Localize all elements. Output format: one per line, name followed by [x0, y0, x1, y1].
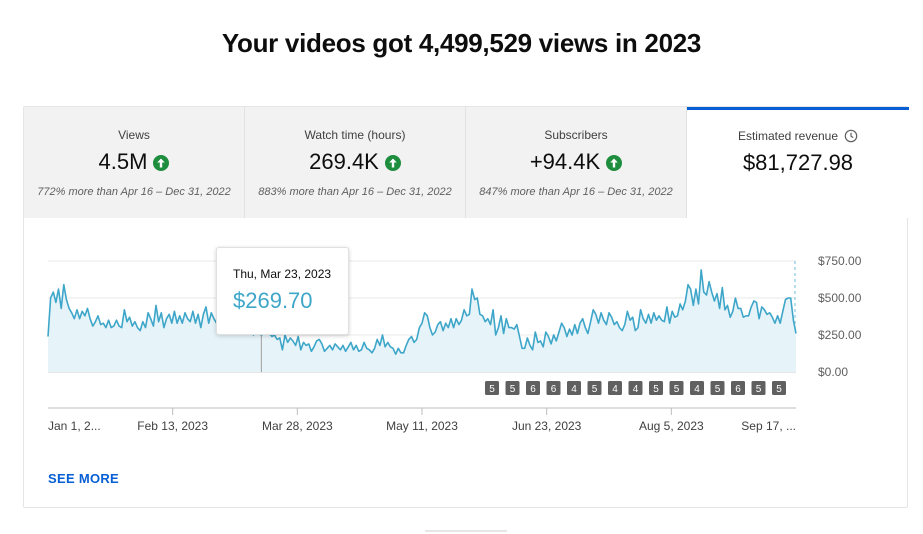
- milestone-marker: [690, 381, 704, 395]
- milestone-marker: [751, 381, 766, 395]
- milestone-marker-label: 5: [776, 384, 782, 395]
- milestone-marker: [669, 381, 684, 395]
- y-tick-label: $500.00: [818, 291, 862, 305]
- tooltip-value: $269.70: [233, 288, 313, 313]
- milestone-marker: [567, 381, 581, 395]
- page-title: Your videos got 4,499,529 views in 2023: [221, 28, 702, 58]
- milestone-marker-label: 5: [756, 384, 762, 395]
- milestone-marker: [772, 381, 786, 395]
- milestone-marker: [649, 381, 663, 395]
- clock-icon[interactable]: [844, 129, 858, 146]
- milestone-marker-label: 4: [694, 384, 700, 395]
- milestone-marker-label: 5: [489, 384, 495, 395]
- tab-label: Views: [118, 128, 150, 142]
- tab-watch-time[interactable]: Watch time (hours) 269.4K 883% more than…: [245, 107, 466, 218]
- y-tick-label: $250.00: [818, 328, 862, 342]
- milestone-marker-label: 4: [571, 384, 577, 395]
- milestone-marker-label: 5: [715, 384, 721, 395]
- milestone-marker-label: 5: [510, 384, 516, 395]
- revenue-chart[interactable]: $750.00 $500.00 $250.00 $0.00 5 5 6 6 4 5 4 4 5 5 4 5 6 5…: [24, 219, 909, 459]
- milestone-marker-label: 4: [612, 384, 618, 395]
- tab-comparison: 847% more than Apr 16 – Dec 31, 2022: [479, 186, 673, 198]
- x-tick-label: Sep 17, ...: [741, 419, 796, 433]
- tab-value: $81,727.98: [742, 150, 854, 175]
- tab-comparison: 883% more than Apr 16 – Dec 31, 2022: [258, 186, 452, 198]
- tab-label: Subscribers: [544, 128, 608, 142]
- milestone-marker: [546, 381, 561, 395]
- arrow-up-icon: [153, 155, 170, 171]
- milestone-marker: [485, 381, 499, 395]
- series-area: [48, 269, 796, 372]
- tab-label-text: Estimated revenue: [737, 129, 839, 143]
- milestone-marker: [731, 381, 745, 395]
- tab-views[interactable]: Views 4.5M 772% more than Apr 16 – Dec 3…: [24, 107, 245, 218]
- arrow-up-icon: [606, 155, 623, 171]
- milestone-marker-label: 6: [735, 384, 741, 395]
- x-tick-label: Jan 1, 2...: [48, 419, 101, 433]
- tab-value-row: +94.4K: [466, 149, 686, 175]
- tab-value: +94.4K: [529, 149, 601, 174]
- milestone-marker-label: 6: [530, 384, 536, 395]
- tooltip-date: Thu, Mar 23, 2023: [233, 267, 332, 281]
- arrow-up-icon: [384, 155, 401, 171]
- milestone-marker-label: 5: [592, 384, 598, 395]
- milestone-marker: [608, 381, 622, 395]
- milestone-marker-label: 5: [653, 384, 659, 395]
- series-line: [47, 269, 797, 355]
- analytics-card: Views 4.5M 772% more than Apr 16 – Dec 3…: [23, 106, 909, 508]
- milestone-marker: [587, 381, 602, 395]
- chart-tooltip: Thu, Mar 23, 2023 $269.70: [216, 247, 349, 335]
- x-tick-label: Jun 23, 2023: [512, 419, 582, 433]
- tab-comparison: 772% more than Apr 16 – Dec 31, 2022: [37, 186, 231, 198]
- milestone-marker: [526, 381, 540, 395]
- y-tick-label: $0.00: [818, 365, 848, 379]
- tab-value: 4.5M: [98, 149, 148, 174]
- milestone-marker-label: 6: [551, 384, 557, 395]
- tab-value: 269.4K: [309, 149, 379, 174]
- milestone-marker: [710, 381, 725, 395]
- x-tick-label: May 11, 2023: [386, 419, 458, 433]
- tab-value-row: $81,727.98: [687, 150, 909, 176]
- tab-label: Estimated revenue: [687, 129, 909, 146]
- tab-value-row: 4.5M: [24, 149, 244, 175]
- tab-estimated-revenue[interactable]: Estimated revenue $81,727.98: [687, 107, 909, 218]
- milestone-marker-label: 5: [674, 384, 680, 395]
- milestone-marker: [505, 381, 520, 395]
- tab-value-row: 269.4K: [245, 149, 465, 175]
- tab-subscribers[interactable]: Subscribers +94.4K 847% more than Apr 16…: [466, 107, 687, 218]
- divider: [425, 530, 507, 532]
- see-more-link[interactable]: SEE MORE: [48, 471, 120, 486]
- x-tick-label: Mar 28, 2023: [262, 419, 333, 433]
- metric-tabs: Views 4.5M 772% more than Apr 16 – Dec 3…: [24, 107, 909, 219]
- x-tick-label: Aug 5, 2023: [639, 419, 704, 433]
- tab-label: Watch time (hours): [304, 128, 406, 142]
- milestone-marker-label: 4: [633, 384, 639, 395]
- milestone-marker: [628, 381, 643, 395]
- x-tick-label: Feb 13, 2023: [137, 419, 208, 433]
- y-tick-label: $750.00: [818, 254, 862, 268]
